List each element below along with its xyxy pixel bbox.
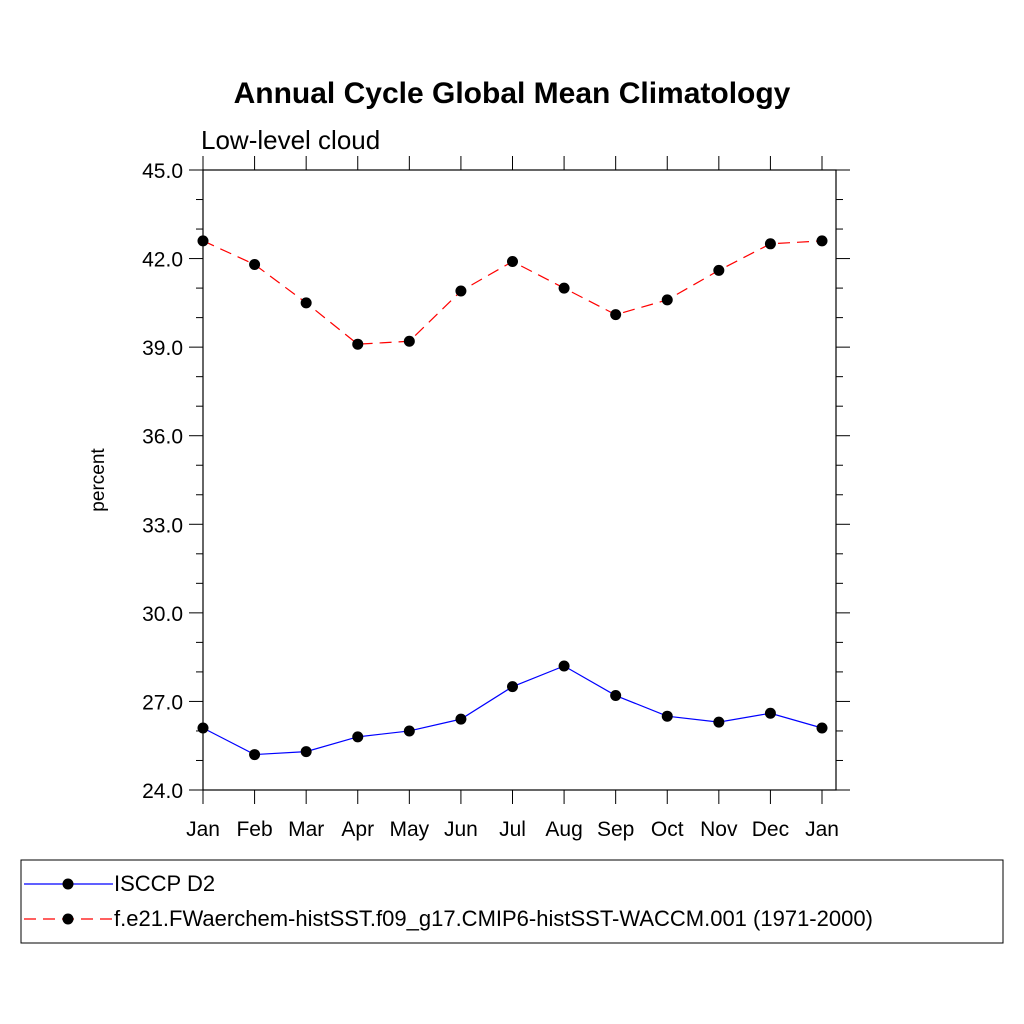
x-tick-label: Jul <box>499 818 526 841</box>
y-tick-label: 42.0 <box>142 249 183 272</box>
series-2-point <box>816 235 828 247</box>
chart-subtitle: Low-level cloud <box>201 125 380 155</box>
series-2-point <box>352 338 364 350</box>
series-1-point <box>610 690 622 702</box>
plot-frame <box>202 169 837 791</box>
axes: 24.0 27.0 30.0 33.0 36.0 39.0 42.0 45.0 Jan Feb Ma… <box>142 156 850 841</box>
x-tick-label: Nov <box>700 818 738 841</box>
series-1-point <box>764 707 776 719</box>
series-1-line <box>202 665 823 756</box>
series-1-point <box>455 713 467 725</box>
series-2-point <box>197 235 209 247</box>
series-2-point <box>455 285 467 297</box>
series-1-point <box>558 660 570 672</box>
y-tick-label: 45.0 <box>142 160 183 183</box>
series-2 <box>197 235 828 350</box>
series-2-point <box>403 335 415 347</box>
legend-items <box>24 878 113 925</box>
series-2-point <box>661 294 673 306</box>
series-1-point <box>249 749 261 761</box>
series-2-point <box>249 258 261 270</box>
series-2-point <box>713 264 725 276</box>
y-tick-label: 36.0 <box>142 426 183 449</box>
x-tick-label: Apr <box>341 818 374 841</box>
series-2-point <box>507 256 518 268</box>
series-2-point <box>300 297 312 309</box>
series-2-point <box>610 309 622 321</box>
legend: ISCCP D2 f.e21.FWaerchem-histSST.f09_g17… <box>20 859 1004 944</box>
legend-marker-series-1 <box>62 878 74 890</box>
x-tick-label: May <box>389 818 429 841</box>
series-1-point <box>403 725 415 737</box>
legend-marker-series-2 <box>62 913 74 925</box>
x-tick-label: Aug <box>545 818 582 841</box>
y-tick-label: 33.0 <box>142 514 183 537</box>
series-2-point <box>558 282 570 294</box>
y-tick-label: 27.0 <box>142 691 183 714</box>
series-2-point <box>764 238 776 250</box>
series-1-point <box>352 731 364 743</box>
y-tick-label: 24.0 <box>142 780 183 803</box>
series-1-point <box>816 722 828 734</box>
legend-label-series-1: ISCCP D2 <box>114 871 215 896</box>
series-1-point <box>507 681 518 693</box>
legend-box <box>20 859 1004 944</box>
y-tick-label: 30.0 <box>142 603 183 626</box>
chart-title: Annual Cycle Global Mean Climatology <box>234 77 791 110</box>
y-tick-label: 39.0 <box>142 337 183 360</box>
x-tick-label: Feb <box>236 818 272 841</box>
x-tick-label: Dec <box>752 818 789 841</box>
series-1-point <box>661 710 673 722</box>
x-tick-label: Jan <box>805 818 839 841</box>
x-tick-label: Jan <box>186 818 220 841</box>
series-lines <box>197 235 828 761</box>
legend-label-series-2: f.e21.FWaerchem-histSST.f09_g17.CMIP6-hi… <box>114 906 873 931</box>
series-1 <box>197 660 828 761</box>
x-tick-label: Oct <box>651 818 684 841</box>
x-tick-label: Mar <box>288 818 324 841</box>
series-1-point <box>713 716 725 728</box>
y-axis-label: percent <box>88 448 109 512</box>
x-tick-label: Sep <box>597 818 634 841</box>
series-1-point <box>197 722 209 734</box>
x-tick-label: Jun <box>444 818 478 841</box>
series-1-point <box>300 746 312 758</box>
